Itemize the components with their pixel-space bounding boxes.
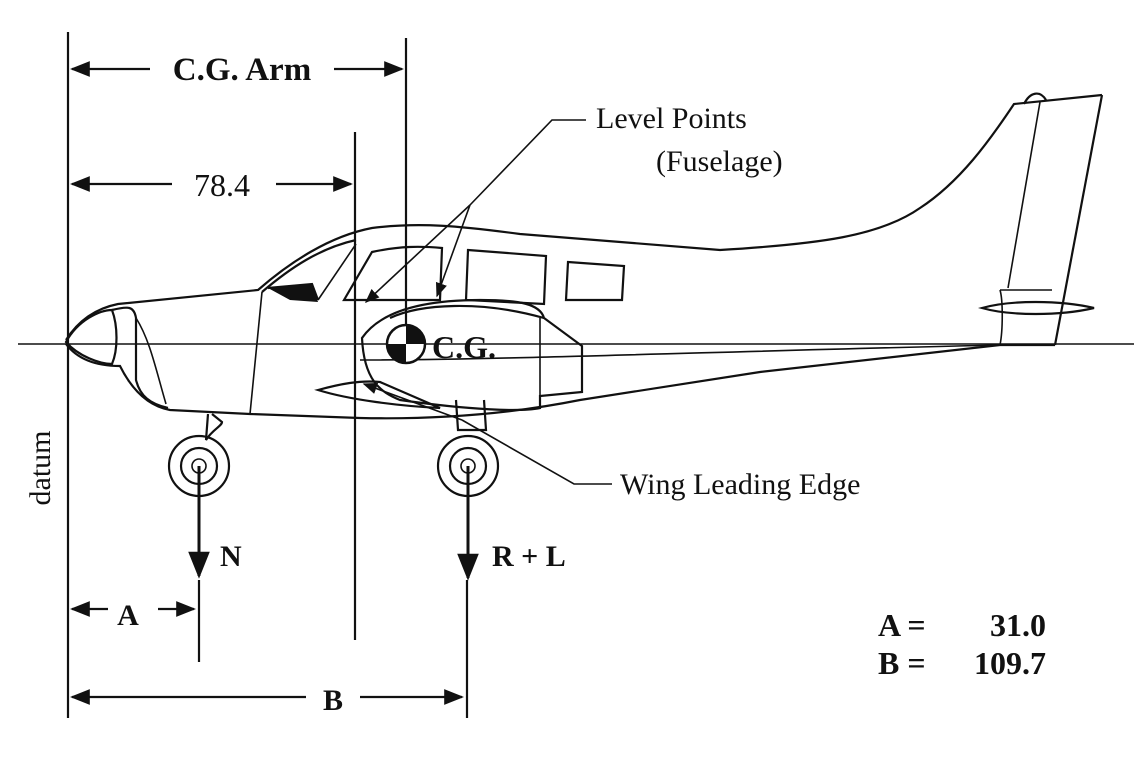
aircraft-illustration <box>64 92 1104 441</box>
cg-label: C.G. <box>432 329 496 365</box>
value-a: 31.0 <box>990 607 1046 643</box>
cg-symbol-icon <box>385 323 427 365</box>
value-b: 109.7 <box>974 645 1046 681</box>
wing-leader <box>461 419 612 485</box>
level-leader-to-fuselage <box>436 204 471 298</box>
dim-78-label: 78.4 <box>194 167 250 203</box>
main-wheels-label: R + L <box>492 540 566 573</box>
cg-arm-label: C.G. Arm <box>173 52 311 88</box>
value-a-label: A = <box>878 607 926 643</box>
level-points-leader <box>469 119 586 206</box>
value-b-label: B = <box>878 645 926 681</box>
dim-b-label: B <box>323 684 343 717</box>
level-leader-to-window <box>364 204 471 303</box>
datum-label: datum <box>24 431 57 506</box>
wing-leading-edge-label: Wing Leading Edge <box>620 468 860 501</box>
nose-wheel-label: N <box>220 540 242 573</box>
fuselage-label: (Fuselage) <box>656 145 783 178</box>
dim-a-label: A <box>117 599 139 632</box>
wing-leader-arrow <box>362 383 463 421</box>
level-points-label: Level Points <box>596 102 747 135</box>
